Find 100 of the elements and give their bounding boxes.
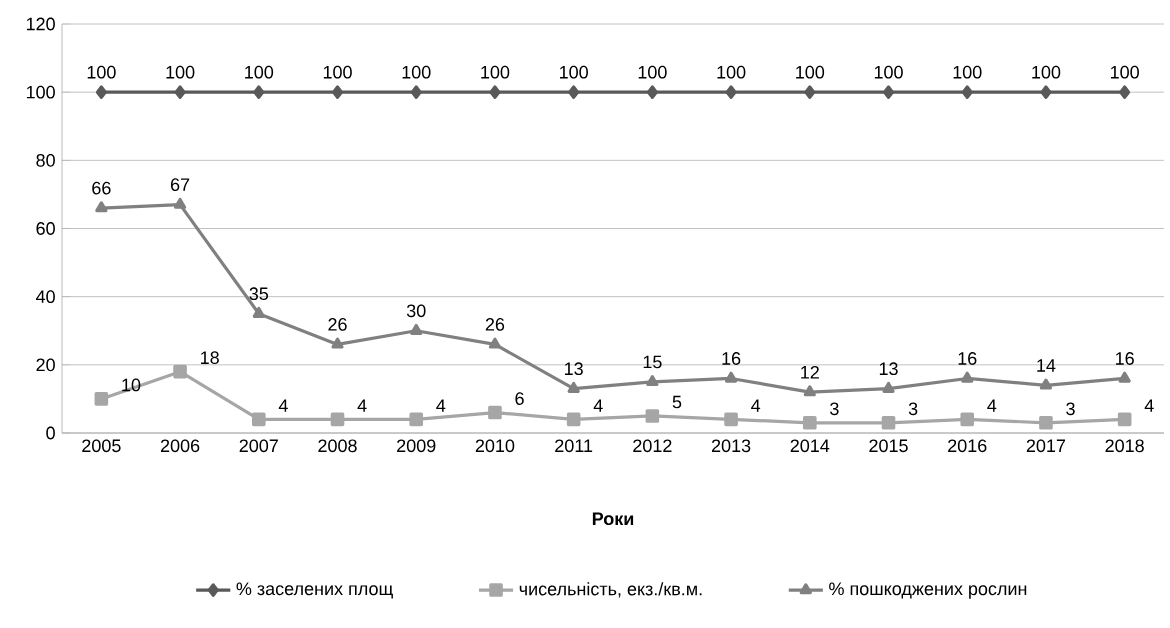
data-label: 67 [170,178,190,192]
point [252,412,266,427]
point [645,409,660,423]
data-label: 4 [278,399,288,412]
x-tick-label: 2008 [318,439,357,453]
point [1118,371,1131,383]
data-label: 100 [323,65,352,79]
data-label: 16 [958,352,977,365]
point [174,85,186,99]
data-label: 100 [1111,65,1139,79]
point [1119,85,1131,99]
point [725,85,737,99]
x-tick-label: 2005 [82,439,121,453]
data-label: 100 [796,65,825,79]
data-label: 10 [122,378,141,392]
x-tick-label: 2006 [160,439,200,453]
data-label: 4 [436,399,446,412]
point [95,201,108,213]
point [488,337,502,349]
data-label: 4 [1144,399,1154,412]
data-label: 100 [87,65,116,79]
point [94,392,109,406]
data-label: 26 [485,318,505,331]
point [173,197,187,209]
data-label: 4 [987,399,997,412]
point [1040,85,1052,99]
x-tick-label: 2013 [711,439,751,453]
x-tick-label: 2017 [1026,439,1066,453]
point [253,85,265,99]
y-tick-label: 60 [36,222,55,235]
legend-label: % пошкоджених рослин [829,582,1027,599]
point [803,385,816,397]
data-label: 100 [1032,65,1061,79]
data-label: 35 [249,287,269,301]
x-tick-label: 2014 [790,439,830,453]
point [567,381,580,393]
point [1039,378,1053,390]
point [568,85,580,99]
data-label: 13 [879,362,898,376]
data-label: 100 [953,65,982,79]
point [646,85,658,99]
point [173,364,187,379]
point [331,337,344,349]
data-label: 100 [166,65,195,79]
data-label: 6 [515,392,524,405]
data-label: 15 [643,355,662,369]
point [960,412,975,427]
data-label: 100 [481,65,510,79]
point [1039,415,1053,430]
data-label: 100 [245,65,274,79]
legend-label: чисельність, екз./кв.м. [519,582,702,598]
point [95,85,107,99]
x-tick-label: 2009 [397,439,436,453]
data-label: 4 [751,399,761,412]
point [646,375,659,387]
data-label: 5 [672,395,682,409]
x-tick-label: 2010 [475,439,515,453]
point [883,85,895,99]
x-axis-title: Роки [592,512,634,526]
data-label: 4 [357,399,367,412]
y-tick-label: 100 [26,85,55,99]
data-label: 4 [593,399,603,412]
x-tick-label: 2018 [1105,439,1144,453]
data-label: 30 [406,304,426,318]
point [410,85,422,99]
data-label: 26 [328,318,347,331]
data-label: 3 [1066,402,1075,416]
point [1117,412,1132,427]
point [489,85,501,99]
data-label: 13 [565,362,583,376]
point [724,371,738,383]
data-label: 14 [1037,359,1056,372]
point [488,405,502,420]
data-label: 100 [717,65,746,79]
point [802,415,817,430]
point [252,306,265,318]
data-label: 12 [801,365,819,379]
x-tick-label: 2007 [239,439,278,453]
data-label: 3 [908,402,918,416]
data-label: 18 [201,351,219,365]
legend-label: % заселених площ [236,582,393,599]
data-label: 100 [402,65,431,79]
y-tick-label: 40 [36,290,55,304]
data-label: 100 [560,65,588,79]
point [566,412,581,427]
point [409,412,424,427]
y-tick-label: 0 [46,426,55,440]
point [724,412,738,427]
x-tick-label: 2016 [948,439,987,453]
x-tick-label: 2011 [555,439,593,453]
point [332,85,344,99]
data-label: 100 [874,65,903,79]
x-tick-label: 2012 [633,439,672,453]
point [410,323,423,335]
data-label: 16 [1116,352,1134,365]
y-tick-label: 120 [26,17,55,31]
y-tick-label: 80 [36,153,55,167]
point [804,85,816,99]
x-tick-label: 2015 [869,439,908,453]
point [330,412,345,427]
